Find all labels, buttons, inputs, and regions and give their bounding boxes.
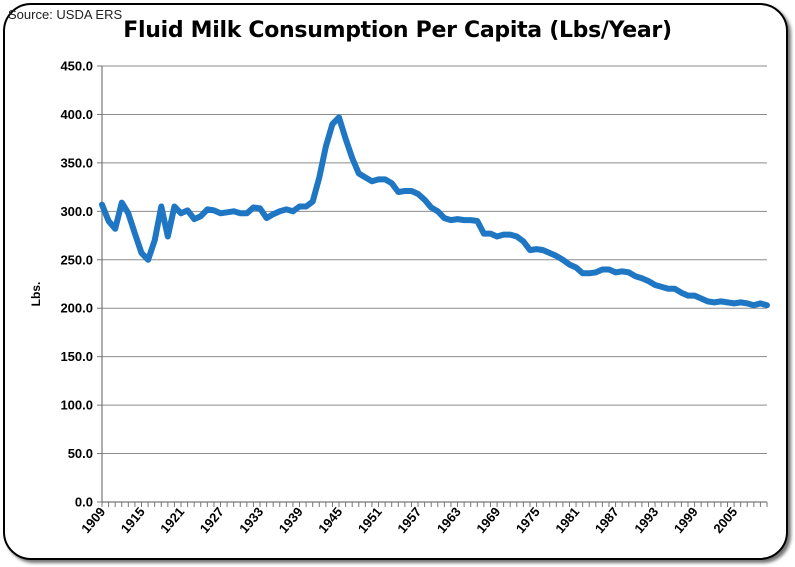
y-tick-label: 50.0 — [68, 446, 93, 461]
source-note: Source: USDA ERS — [8, 7, 123, 22]
y-tick-label: 100.0 — [60, 398, 93, 413]
y-tick-label: 150.0 — [60, 349, 93, 364]
x-tick-label: 1927 — [197, 504, 227, 536]
y-tick-label: 300.0 — [60, 204, 93, 219]
series-group — [99, 114, 770, 309]
x-tick-label: 1975 — [513, 504, 543, 536]
y-tick-label: 0.0 — [75, 495, 93, 510]
y-tick-label: 350.0 — [60, 155, 93, 170]
y-axis-title: Lbs. — [29, 282, 43, 307]
x-tick-label: 1957 — [394, 504, 424, 536]
y-tick-label: 200.0 — [60, 301, 93, 316]
y-tick-label: 250.0 — [60, 252, 93, 267]
x-tick-label: 1921 — [157, 504, 187, 536]
gridlines — [102, 65, 767, 455]
x-tick-label: 1963 — [434, 504, 464, 536]
series-line — [99, 114, 770, 309]
y-tick-label: 450.0 — [60, 59, 93, 74]
x-tick-label: 1945 — [315, 504, 345, 536]
x-tick-label: 1951 — [355, 504, 385, 536]
axes — [97, 65, 768, 507]
x-tick-label: 1987 — [592, 504, 622, 536]
x-tick-label: 1939 — [276, 504, 306, 536]
x-tick-label: 1933 — [236, 504, 266, 536]
x-tick-labels: 1909 1915 1921 1927 1933 1939 1945 1951 1957 1963… — [78, 504, 740, 536]
chart-frame — [3, 3, 788, 560]
x-tick-label: 1993 — [631, 504, 661, 536]
x-tick-label: 1969 — [473, 504, 503, 536]
x-tick-label: 1981 — [552, 504, 582, 536]
x-tick-label: 2005 — [710, 504, 740, 536]
y-tick-label: 400.0 — [60, 107, 93, 122]
chart-title: Fluid Milk Consumption Per Capita (Lbs/Y… — [123, 18, 672, 43]
x-tick-label: 1999 — [671, 504, 701, 536]
x-tick-label: 1915 — [118, 504, 148, 536]
y-tick-labels: 0.0 50.0 100.0 150.0 200.0 250.0 300.0 350.0 400… — [60, 59, 93, 510]
